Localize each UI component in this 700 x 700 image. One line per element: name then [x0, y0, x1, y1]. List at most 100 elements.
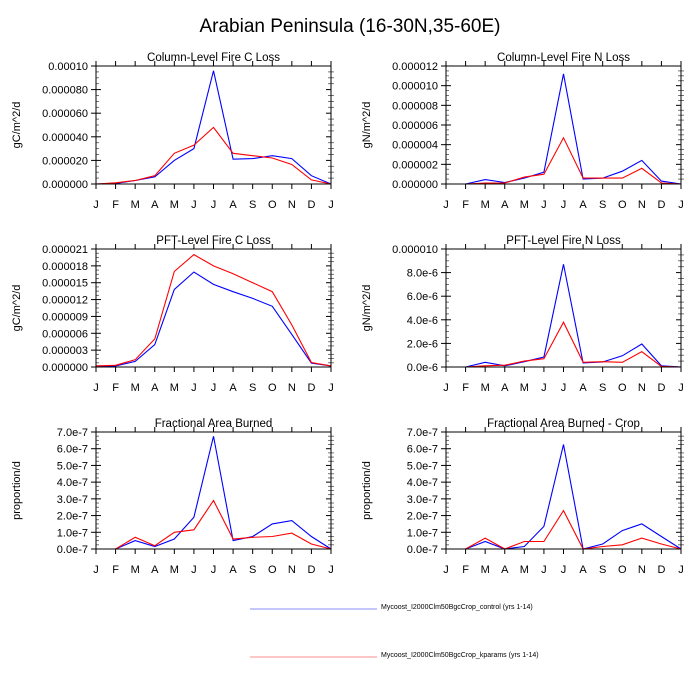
x-tick-label: D [657, 199, 665, 211]
x-tick-label: M [131, 564, 140, 576]
y-tick-label: 0.000004 [392, 140, 438, 152]
x-tick-label: A [579, 564, 587, 576]
x-tick-label: J [561, 199, 567, 211]
x-tick-label: O [268, 564, 277, 576]
x-tick-label: J [678, 564, 684, 576]
x-tick-label: D [307, 564, 315, 576]
y-axis-label: proportion/d [361, 461, 373, 520]
chart-panel-4: Fractional Area Burned proportion/d 0.0e-7… [11, 418, 334, 576]
x-tick-label: M [520, 199, 529, 211]
y-tick-label: 0.000000 [42, 179, 88, 191]
x-tick-label: F [112, 382, 119, 394]
x-tick-label: D [307, 382, 315, 394]
y-tick-label: 0.000009 [42, 311, 88, 323]
x-tick-label: A [579, 382, 587, 394]
series-line-kparams [95, 253, 332, 367]
y-tick-label: 2.0e-7 [407, 511, 438, 523]
x-tick-label: F [462, 199, 469, 211]
y-tick-label: 0.0e-6 [407, 362, 438, 374]
x-tick-label: M [481, 382, 490, 394]
y-axis-label: gN/m^2/d [361, 102, 373, 149]
plot-frame [95, 431, 332, 550]
chart-panel-5: Fractional Area Burned - Crop proportion/… [361, 418, 684, 576]
y-tick-label: 0.0e-7 [407, 544, 438, 556]
y-axis-label: gN/m^2/d [361, 285, 373, 332]
series-line-kparams [446, 320, 682, 368]
x-tick-label: M [170, 382, 179, 394]
x-tick-label: N [288, 199, 296, 211]
y-tick-label: 0.000006 [42, 328, 88, 340]
series-line-control [446, 444, 682, 550]
y-tick-label: 3.0e-7 [57, 494, 88, 506]
y-tick-label: 0.000015 [42, 278, 88, 290]
y-tick-label: 0.000002 [392, 159, 438, 171]
x-tick-label: A [501, 382, 509, 394]
x-tick-label: S [599, 199, 606, 211]
x-tick-label: O [268, 382, 277, 394]
series-line-kparams [96, 499, 332, 550]
y-tick-label: 0.000000 [392, 179, 438, 191]
x-tick-label: J [541, 382, 547, 394]
y-tick-label: 0.00010 [48, 61, 88, 73]
y-tick-label: 3.0e-7 [407, 494, 438, 506]
plot-frame [445, 65, 682, 185]
x-tick-label: J [93, 382, 99, 394]
chart-panel-0: Column-Level Fire C Loss gC/m^2/d 0.000000… [11, 52, 334, 211]
y-axis-label: gC/m^2/d [11, 102, 23, 149]
y-tick-label: 6.0e-7 [57, 444, 88, 456]
x-tick-label: J [541, 199, 547, 211]
x-tick-label: M [520, 382, 529, 394]
legend-label-control: Mycoost_I2000Clm50BgcCrop_control (yrs 1… [381, 604, 533, 611]
x-tick-label: J [561, 564, 567, 576]
y-tick-label: 1.0e-7 [57, 527, 88, 539]
legend-label-kparams: Mycoost_I2000Clm50BgcCrop_kparams (yrs 1… [381, 652, 539, 659]
x-tick-label: O [618, 382, 627, 394]
y-tick-label: 0.000018 [42, 261, 88, 273]
x-tick-label: M [170, 564, 179, 576]
y-tick-label: 0.000012 [42, 295, 88, 307]
y-tick-label: 0.0e-7 [57, 544, 88, 556]
x-tick-label: J [541, 564, 547, 576]
chart-panel-3: PFT-Level Fire N Loss gN/m^2/d 0.0e-6 2.0e-… [361, 235, 684, 394]
x-tick-label: M [131, 199, 140, 211]
x-tick-label: M [520, 564, 529, 576]
x-tick-label: J [328, 382, 334, 394]
y-tick-label: 0.000010 [392, 81, 438, 93]
y-tick-label: 8.0e-6 [407, 268, 438, 280]
y-tick-label: 7.0e-7 [57, 427, 88, 439]
panel-title: Fractional Area Burned [155, 418, 273, 430]
panel-title: PFT-Level Fire C Loss [156, 235, 271, 247]
x-tick-label: J [211, 382, 217, 394]
y-tick-label: 0.000010 [392, 244, 438, 256]
plot-frame [445, 431, 682, 550]
x-tick-label: D [657, 564, 665, 576]
x-tick-label: O [618, 564, 627, 576]
y-tick-label: 0.000003 [42, 345, 88, 357]
main-title: Arabian Peninsula (16-30N,35-60E) [199, 16, 501, 37]
panel-title: PFT-Level Fire N Loss [506, 235, 621, 247]
x-tick-label: N [638, 199, 646, 211]
x-tick-label: A [151, 199, 159, 211]
x-tick-label: S [249, 199, 256, 211]
y-tick-label: 0.000006 [392, 120, 438, 132]
x-tick-label: J [211, 199, 217, 211]
y-tick-label: 0.000000 [42, 362, 88, 374]
panel-title: Column-Level Fire N Loss [497, 52, 630, 64]
x-tick-label: A [501, 564, 509, 576]
y-tick-label: 0.000008 [392, 100, 438, 112]
x-tick-label: F [462, 564, 469, 576]
x-tick-label: N [638, 564, 646, 576]
x-tick-label: O [618, 199, 627, 211]
x-tick-label: J [328, 564, 334, 576]
y-tick-label: 0.000021 [42, 244, 88, 256]
x-tick-label: A [579, 199, 587, 211]
plot-frame [95, 248, 332, 368]
chart-panel-1: Column-Level Fire N Loss gN/m^2/d 0.000000… [361, 52, 684, 211]
plot-frame [95, 65, 332, 185]
y-tick-label: 4.0e-7 [57, 477, 88, 489]
x-tick-label: J [328, 199, 334, 211]
x-tick-label: M [481, 199, 490, 211]
x-tick-label: S [249, 564, 256, 576]
x-tick-label: J [191, 564, 197, 576]
